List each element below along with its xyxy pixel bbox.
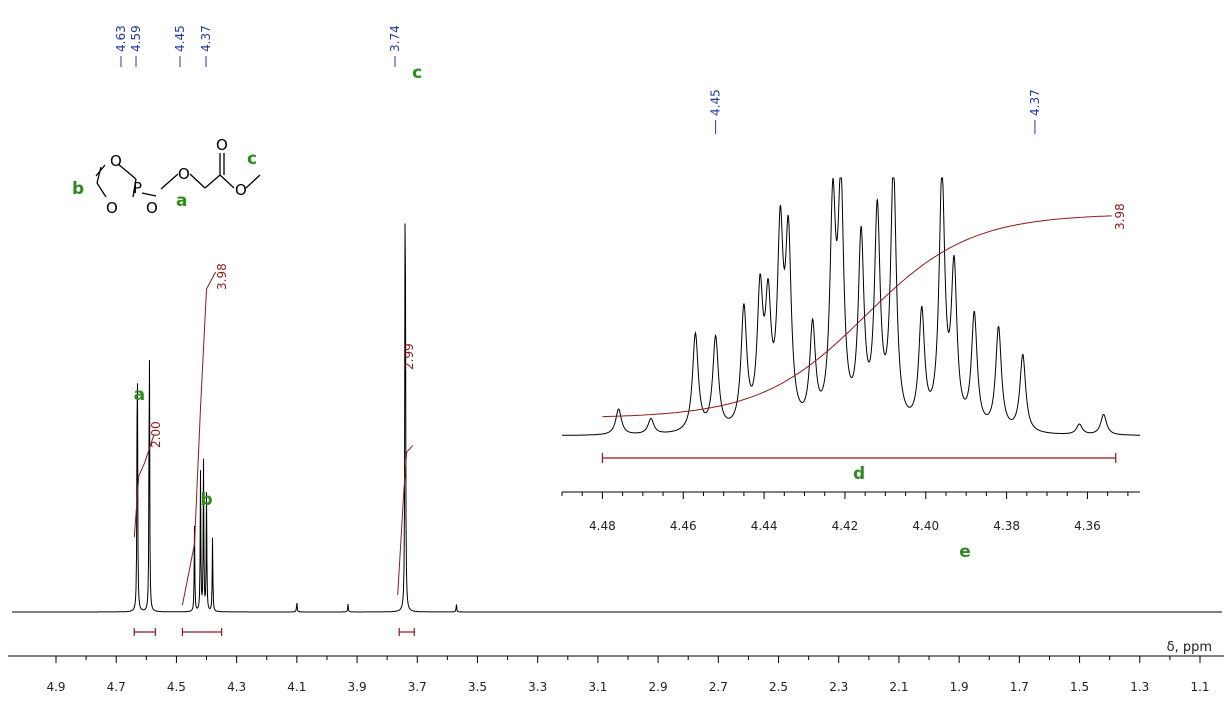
main-x-tick-label-3-5: 3.5 — [468, 680, 487, 694]
main-x-tick-label-4-3: 4.3 — [227, 680, 246, 694]
structure-label-a: a — [176, 191, 187, 211]
main-x-tick-label-4-7: 4.7 — [107, 680, 126, 694]
atom-o-ester-link: O — [178, 165, 190, 183]
main-x-tick-label-1-9: 1.9 — [950, 680, 969, 694]
inset-x-tick-label-4-36: 4.36 — [1074, 519, 1101, 533]
inset-x-tick-label-4-44: 4.44 — [751, 519, 778, 533]
atom-o-ring-top: O — [110, 152, 122, 170]
main-x-tick-label-3-1: 3.1 — [588, 680, 607, 694]
inset-peak-label-4-45: 4.45 — [709, 89, 723, 116]
main-x-tick-label-4-9: 4.9 — [46, 680, 65, 694]
main-assignment-a: a — [134, 385, 145, 405]
main-x-tick-label-4-5: 4.5 — [167, 680, 186, 694]
inset-spectrum: 3.98 d 4.48 4.46 4.44 4.42 4.40 4.38 4.36 e 4.45 4.… — [561, 89, 1140, 562]
main-x-tick-label-1-3: 1.3 — [1130, 680, 1149, 694]
main-x-tick-label-1-7: 1.7 — [1010, 680, 1029, 694]
main-x-tick-label-3-7: 3.7 — [408, 680, 427, 694]
main-assignment-b: b — [200, 490, 212, 510]
main-integral-curve-2-99 — [397, 445, 414, 596]
inset-x-tick-label-4-40: 4.40 — [912, 519, 939, 533]
main-x-tick-label-3-9: 3.9 — [348, 680, 367, 694]
structure-label-b: b — [72, 179, 84, 199]
main-x-tick-label-2-7: 2.7 — [709, 680, 728, 694]
inset-spectrum-line — [562, 177, 1140, 436]
main-integral-curve-2-00 — [133, 435, 155, 538]
atom-o-double: O — [146, 199, 158, 217]
structure-atoms: O O P O O O O — [106, 136, 247, 217]
main-x-tick-label-2-3: 2.3 — [829, 680, 848, 694]
atom-o-methoxy: O — [235, 181, 247, 199]
main-x-tick-label-4-1: 4.1 — [287, 680, 306, 694]
inset-integral-curve — [602, 215, 1112, 418]
inset-x-tick-label-4-46: 4.46 — [670, 519, 697, 533]
main-peak-label-3-74: 3.74 — [388, 25, 402, 52]
main-x-tick-label-1-5: 1.5 — [1070, 680, 1089, 694]
inset-peak-label-4-37: 4.37 — [1028, 89, 1042, 116]
inset-x-tick-label-4-42: 4.42 — [832, 519, 859, 533]
main-x-axis-title: δ, ppm — [1167, 640, 1212, 655]
main-integral-label-2-00: 2.00 — [149, 421, 163, 448]
main-spectrum: 4.9 4.7 4.5 4.3 4.1 3.9 3.7 3.5 3.3 3.1 2.9 2.7 2.5 2… — [8, 25, 1224, 694]
main-assignment-c: c — [412, 63, 422, 83]
main-integral-label-3-98: 3.98 — [215, 263, 229, 290]
atom-o-ring-bottom: O — [106, 199, 118, 217]
inset-assignment-d: d — [853, 464, 865, 484]
main-integral-curve-3-98 — [181, 271, 217, 606]
inset-x-tick-label-4-38: 4.38 — [993, 519, 1020, 533]
inset-assignment-e: e — [959, 542, 971, 562]
inset-x-tick-label-4-48: 4.48 — [589, 519, 616, 533]
main-peak-label-4-63: 4.63 — [114, 25, 128, 52]
inset-integral-label: 3.98 — [1113, 203, 1127, 230]
main-peak-label-4-37: 4.37 — [199, 25, 213, 52]
main-x-tick-label-2-1: 2.1 — [889, 680, 908, 694]
main-peak-label-4-45: 4.45 — [173, 25, 187, 52]
atom-o-carbonyl: O — [216, 136, 228, 154]
structure-label-c: c — [247, 149, 257, 169]
main-x-tick-label-2-9: 2.9 — [649, 680, 668, 694]
main-integral-label-2-99: 2.99 — [402, 343, 416, 370]
main-peak-label-4-59: 4.59 — [129, 25, 143, 52]
main-spectrum-line — [12, 223, 1222, 613]
main-x-tick-label-3-3: 3.3 — [528, 680, 547, 694]
main-x-tick-label-1-1: 1.1 — [1190, 680, 1209, 694]
chemical-structure — [95, 153, 261, 198]
atom-p: P — [133, 179, 142, 197]
main-x-tick-label-2-5: 2.5 — [769, 680, 788, 694]
